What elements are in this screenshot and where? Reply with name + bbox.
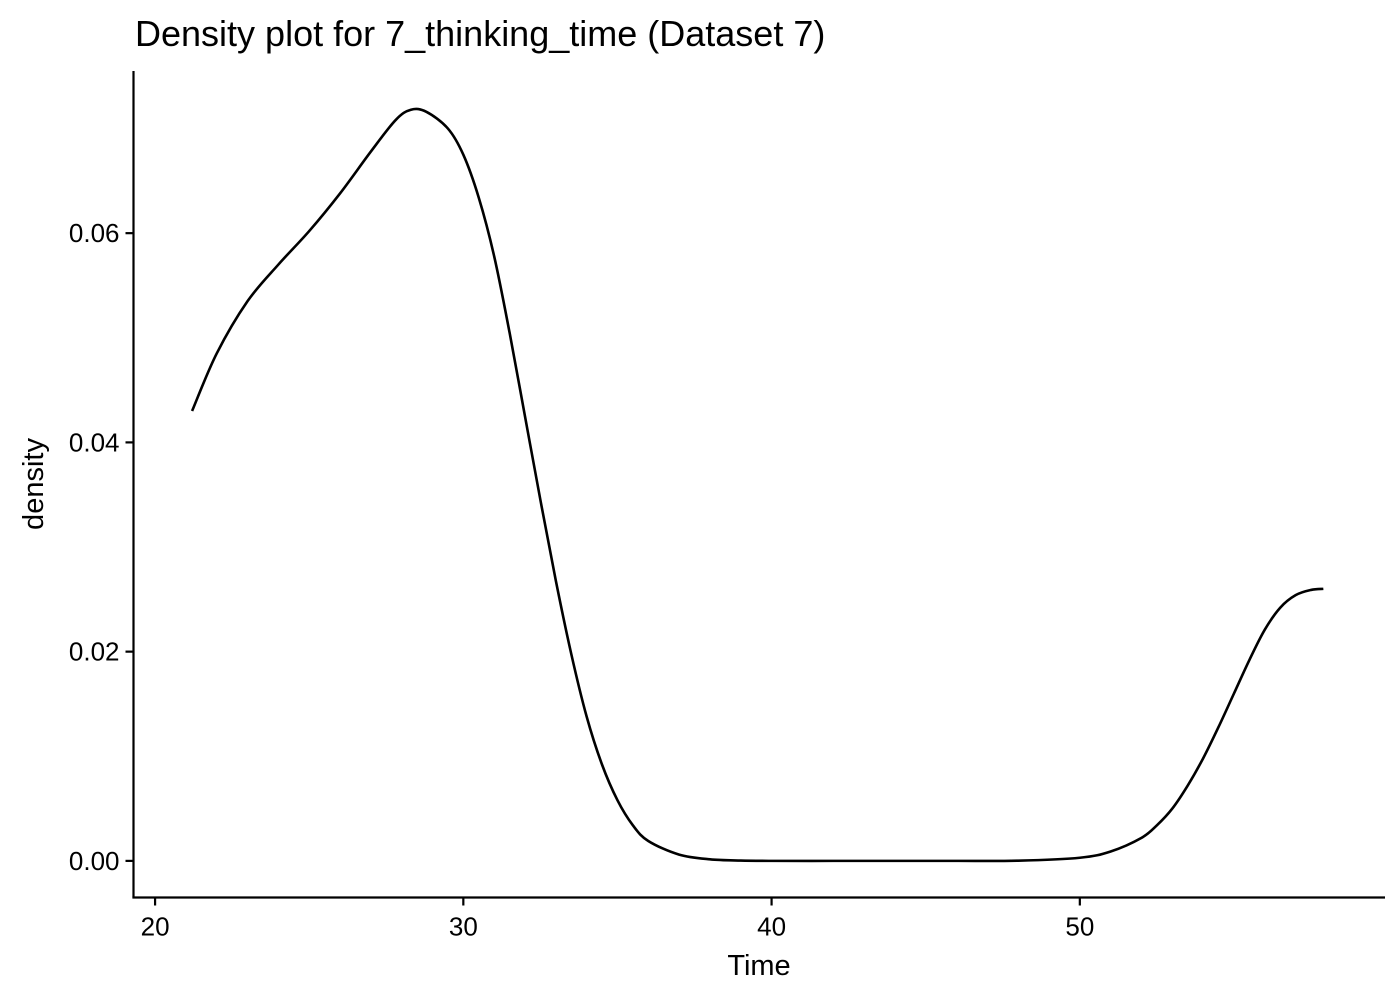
- x-tick-label: 50: [1065, 912, 1094, 942]
- chart-title: Density plot for 7_thinking_time (Datase…: [135, 13, 825, 54]
- y-tick-label: 0.00: [69, 846, 120, 876]
- x-tick-label: 40: [757, 912, 786, 942]
- density-curve: [190, 107, 1324, 863]
- y-ticks: 0.00 0.02 0.04 0.06: [69, 218, 134, 876]
- x-ticks: 20 30 40 50: [141, 897, 1094, 942]
- y-axis-label: density: [18, 438, 50, 530]
- y-tick-label: 0.04: [69, 427, 120, 457]
- x-tick-label: 20: [141, 912, 170, 942]
- y-tick-label: 0.06: [69, 218, 120, 248]
- y-tick-label: 0.02: [69, 637, 120, 667]
- x-axis-label: Time: [727, 950, 790, 982]
- x-tick-label: 30: [449, 912, 478, 942]
- plot-area: 0.00 0.02 0.04 0.06 20 30 40 50: [69, 71, 1385, 942]
